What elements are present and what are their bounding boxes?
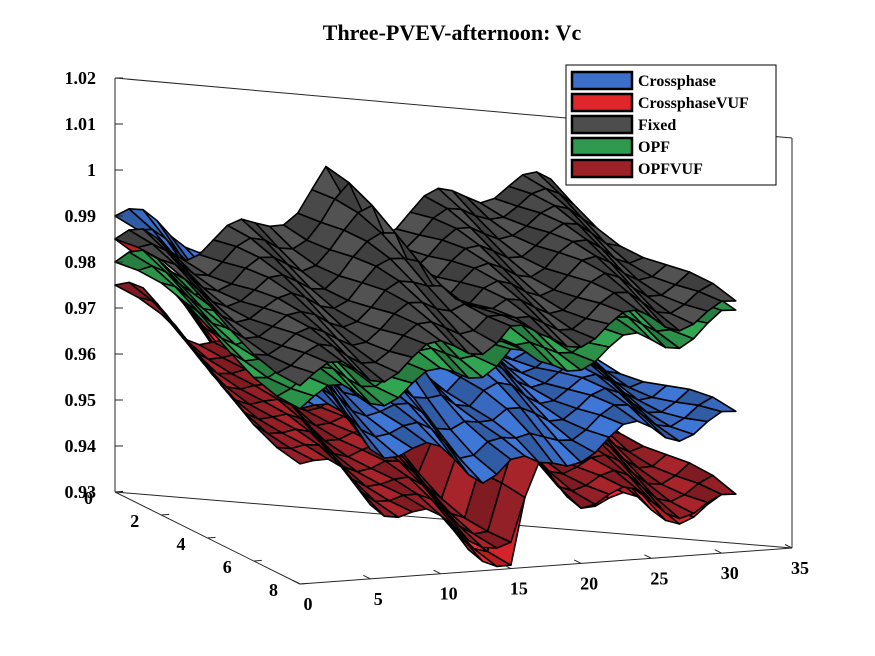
legend-swatch	[570, 92, 634, 113]
z-tick-label: 0.95	[65, 390, 97, 410]
z-tick-label: 0.97	[65, 298, 97, 318]
legend-label: Fixed	[638, 117, 676, 134]
y-tick-label: 2	[130, 511, 139, 531]
x-tick-label: 15	[510, 579, 528, 599]
y-tick-label: 6	[223, 557, 232, 577]
x-tick-label: 30	[721, 563, 739, 583]
x-axis-ticks: 0 5 10 15 20 25 30 35	[292, 544, 809, 614]
z-tick-label: 1	[87, 160, 96, 180]
surface-patch	[697, 474, 737, 496]
legend-label: Crossphase	[638, 73, 716, 90]
y-axis-ticks: 0 2 4 6 8	[84, 488, 309, 600]
y-tick-mark	[253, 559, 262, 562]
legend-swatch	[570, 70, 634, 91]
x-tick-mark	[573, 559, 582, 564]
y-tick-label: 8	[269, 580, 278, 600]
z-tick-label: 0.93	[65, 482, 97, 502]
chart-title: Three-PVEV-afternoon: Vc	[323, 20, 582, 45]
z-tick-label: 0.98	[65, 252, 97, 272]
x-tick-mark	[433, 569, 441, 575]
x-tick-label: 25	[650, 568, 668, 588]
x-tick-mark	[363, 574, 371, 580]
y-tick-label: 4	[177, 534, 186, 554]
surface-fixed	[114, 165, 737, 387]
x-tick-label: 20	[580, 573, 598, 593]
y-tick-mark	[299, 582, 309, 585]
z-tick-label: 0.99	[65, 206, 97, 226]
y-tick-mark	[207, 536, 216, 539]
legend-swatch	[570, 136, 634, 157]
z-tick-label: 1.02	[65, 68, 97, 88]
x-axis-line	[299, 547, 793, 585]
y-tick-label: 0	[84, 488, 93, 508]
legend: Crossphase CrossphaseVUF Fixed OPF OPFVUF	[565, 64, 777, 186]
x-tick-label: 0	[304, 594, 313, 614]
x-tick-mark	[644, 554, 652, 559]
surface-patch	[697, 396, 737, 413]
surface-layer	[114, 165, 737, 568]
legend-label: OPFVUF	[638, 161, 703, 178]
x-tick-mark	[784, 544, 793, 549]
x-tick-mark	[714, 549, 722, 554]
z-tick-label: 1.01	[65, 114, 97, 134]
x-tick-label: 5	[374, 589, 383, 609]
z-tick-label: 0.96	[65, 344, 97, 364]
x-tick-label: 10	[440, 584, 458, 604]
surface-patch	[697, 282, 737, 303]
z-axis-ticks: 0.93 0.94 0.95 0.96 0.97 0.98 0.99 1 1.01 1.02	[65, 68, 123, 502]
legend-label: CrossphaseVUF	[638, 95, 749, 112]
legend-label: OPF	[638, 139, 670, 156]
x-tick-mark	[503, 564, 512, 570]
y-tick-mark	[114, 490, 124, 493]
legend-swatch	[570, 114, 634, 135]
x-tick-label: 35	[791, 558, 809, 578]
x-tick-mark	[292, 580, 301, 585]
z-tick-label: 0.94	[65, 436, 97, 456]
legend-swatch	[570, 158, 634, 179]
y-tick-mark	[161, 513, 170, 516]
